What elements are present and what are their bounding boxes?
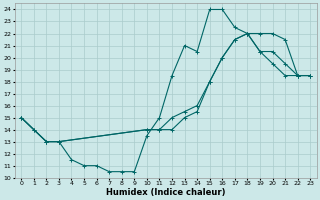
X-axis label: Humidex (Indice chaleur): Humidex (Indice chaleur) [106, 188, 226, 197]
